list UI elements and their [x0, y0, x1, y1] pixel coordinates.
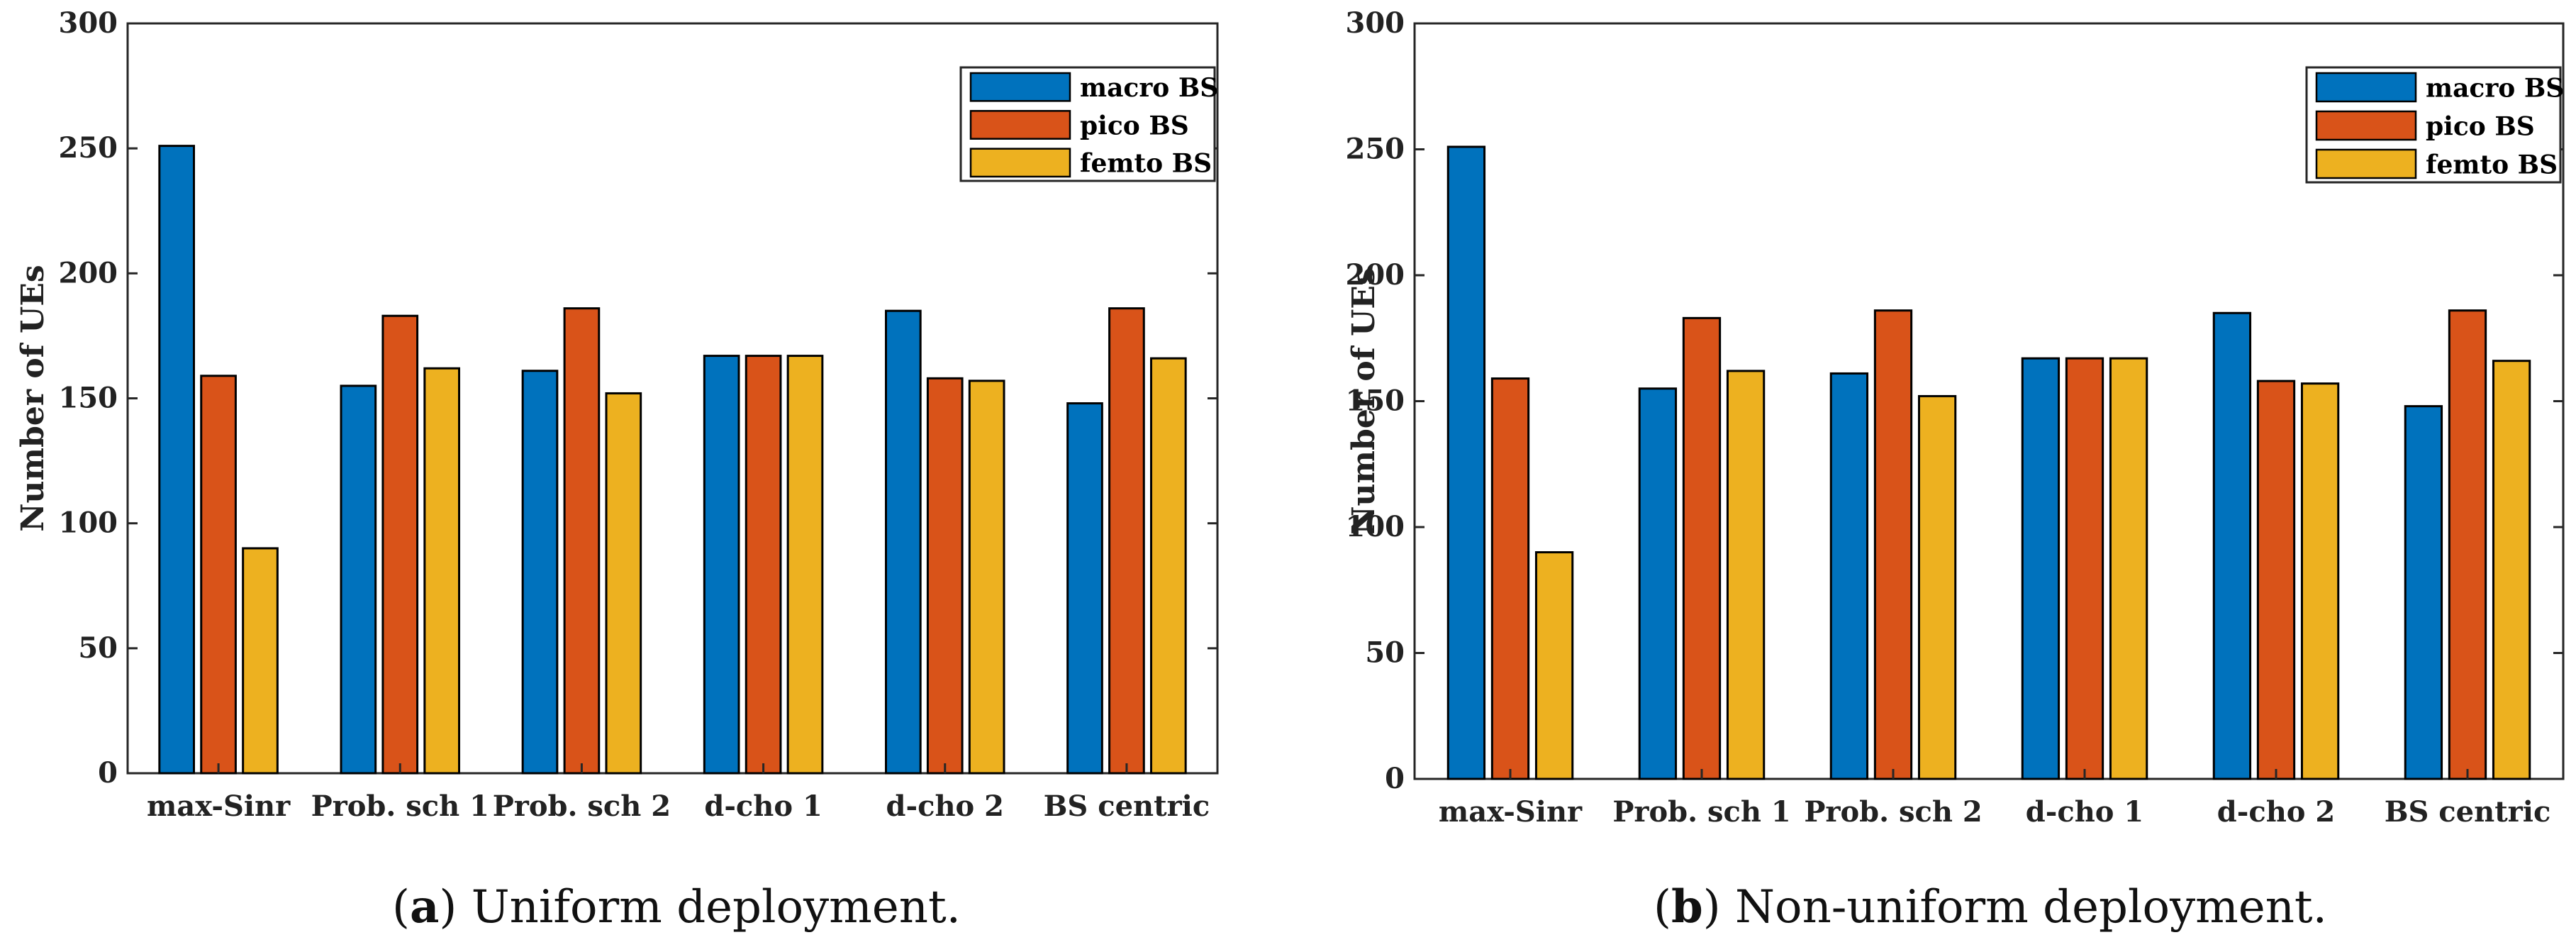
x-tick-label: Prob. sch 1 — [311, 790, 489, 823]
bar-femto-bs-2 — [1726, 370, 1766, 780]
x-tick-label: d-cho 1 — [2026, 795, 2143, 829]
legend-label-pico-bs: pico BS — [2426, 111, 2535, 141]
x-tick-label: max-Sinr — [1439, 795, 1583, 829]
bar-femto-bs-3 — [605, 392, 642, 775]
bar-pico-bs-4 — [745, 355, 782, 775]
x-tick-label: BS centric — [2385, 795, 2551, 829]
x-tick-label: d-cho 2 — [886, 790, 1004, 823]
y-axis-label: Number of UEs — [15, 265, 51, 531]
bar-femto-bs-3 — [1917, 394, 1957, 780]
bar-pico-bs-5 — [926, 377, 964, 775]
panel-caption: (a) Uniform deployment. — [392, 880, 961, 934]
y-tick-label: 50 — [78, 631, 118, 665]
legend-label-femto-bs: femto BS — [1080, 149, 1212, 179]
y-tick-label: 150 — [1346, 384, 1405, 418]
y-tick-label: 300 — [59, 6, 118, 40]
bar-macro-bs-2 — [1638, 387, 1678, 780]
x-tick-label: Prob. sch 1 — [1612, 795, 1790, 829]
legend-label-femto-bs: femto BS — [2426, 150, 2558, 179]
legend-swatch-femto-bs — [2315, 148, 2417, 179]
x-tick-label: Prob. sch 2 — [493, 790, 671, 823]
legend-swatch-pico-bs — [969, 110, 1071, 140]
caption-tag: a — [410, 880, 439, 934]
y-axis-label: Number of UEs — [1346, 267, 1382, 534]
x-tick-label: max-Sinr — [147, 790, 291, 823]
bar-femto-bs-2 — [423, 367, 461, 775]
chart-panel-2: 0 50 100 150 200 250 300 Number of UEs max-Sinr P… — [1346, 6, 2565, 934]
bar-macro-bs-6 — [2404, 405, 2443, 780]
y-tick-label: 50 — [1365, 636, 1405, 670]
bar-femto-bs-1 — [242, 547, 279, 775]
legend: macro BS pico BS femto BS — [2305, 66, 2564, 184]
chart-panel-1: 0 50 100 150 200 250 300 Number of UEs max-Sinr P… — [15, 6, 1219, 934]
bar-pico-bs-2 — [1682, 316, 1722, 780]
bar-macro-bs-1 — [158, 145, 196, 775]
y-tick-label: 200 — [1346, 258, 1405, 292]
bar-femto-bs-4 — [786, 355, 824, 775]
bar-macro-bs-2 — [340, 384, 377, 775]
x-tick-label: d-cho 1 — [704, 790, 822, 823]
bar-pico-bs-5 — [2256, 380, 2296, 780]
bar-pico-bs-1 — [1490, 377, 1530, 780]
x-tick-label: Prob. sch 2 — [1804, 795, 1982, 829]
bar-macro-bs-4 — [2021, 357, 2061, 780]
legend-label-pico-bs: pico BS — [1080, 111, 1189, 140]
bar-pico-bs-3 — [1873, 309, 1913, 780]
bar-pico-bs-6 — [1108, 307, 1145, 775]
legend-label-macro-bs: macro BS — [2426, 73, 2564, 103]
y-tick-label: 300 — [1346, 6, 1405, 40]
legend-swatch-femto-bs — [969, 148, 1071, 178]
legend-label-macro-bs: macro BS — [1080, 73, 1218, 103]
x-tick-label: BS centric — [1044, 790, 1210, 823]
bar-macro-bs-5 — [884, 309, 922, 775]
bar-femto-bs-5 — [968, 380, 1005, 775]
y-tick-label: 100 — [1346, 510, 1405, 543]
bar-macro-bs-6 — [1066, 402, 1103, 775]
legend-swatch-macro-bs — [2315, 72, 2417, 103]
caption-text: Non-uniform deployment. — [1721, 881, 2327, 934]
y-tick-label: 200 — [59, 256, 118, 289]
bar-macro-bs-1 — [1446, 145, 1486, 780]
bar-femto-bs-1 — [1534, 551, 1574, 780]
bar-pico-bs-1 — [200, 375, 237, 775]
bar-macro-bs-5 — [2212, 311, 2252, 780]
bar-macro-bs-3 — [521, 370, 559, 775]
bar-pico-bs-3 — [563, 307, 601, 775]
y-tick-label: 150 — [59, 382, 118, 415]
bar-pico-bs-6 — [2448, 309, 2487, 780]
bar-femto-bs-6 — [1149, 357, 1187, 775]
y-tick-label: 100 — [59, 507, 118, 540]
y-tick-label: 250 — [1346, 133, 1405, 166]
y-tick-label: 250 — [59, 131, 118, 165]
y-tick-label: 0 — [1385, 762, 1405, 795]
bar-pico-bs-4 — [2065, 357, 2104, 780]
bar-femto-bs-5 — [2300, 382, 2340, 780]
bar-femto-bs-4 — [2109, 357, 2148, 780]
caption-tag: b — [1671, 880, 1703, 934]
y-tick-label: 0 — [98, 756, 118, 790]
bar-macro-bs-3 — [1829, 372, 1869, 780]
panel-caption: (b) Non-uniform deployment. — [1654, 880, 2327, 934]
legend-swatch-macro-bs — [969, 72, 1071, 102]
legend-swatch-pico-bs — [2315, 110, 2417, 141]
caption-text: Uniform deployment. — [457, 881, 961, 934]
bar-pico-bs-2 — [381, 314, 419, 775]
legend: macro BS pico BS femto BS — [959, 66, 1218, 182]
x-tick-label: d-cho 2 — [2217, 795, 2335, 829]
bar-femto-bs-6 — [2492, 360, 2531, 780]
bar-macro-bs-4 — [703, 355, 740, 775]
